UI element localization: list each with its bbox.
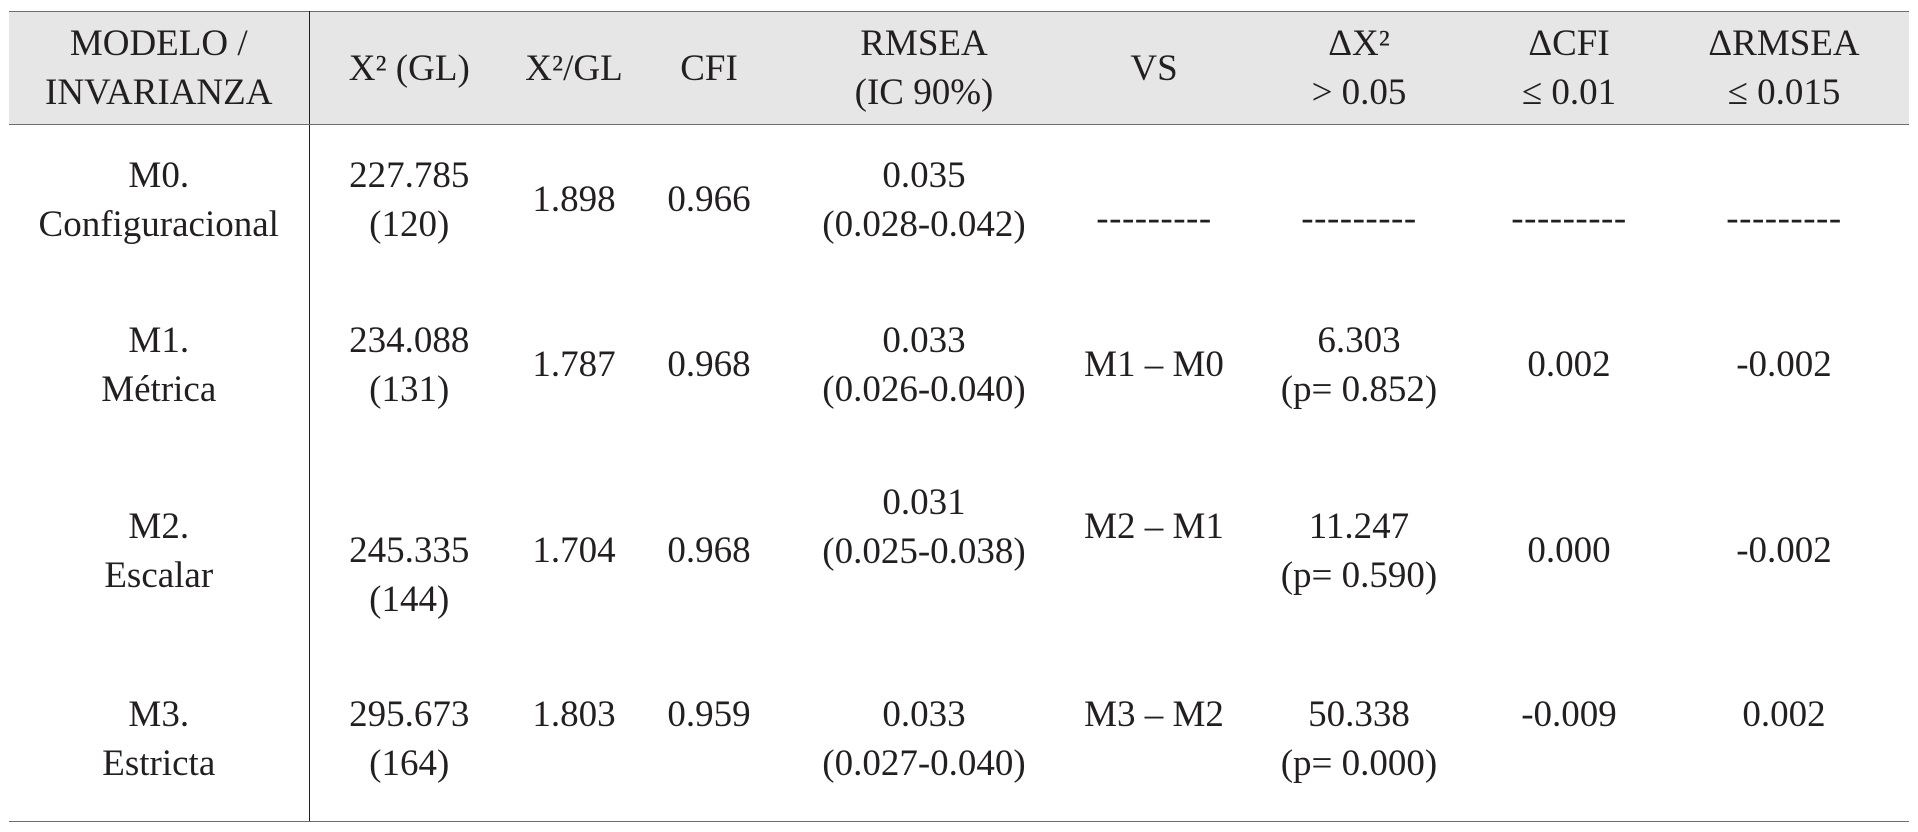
header-chi-square-ratio: X²/GL xyxy=(509,11,639,125)
delta-rmsea-cell: -0.002 xyxy=(1736,344,1832,385)
model-name: Escalar xyxy=(104,554,214,596)
chi-square-cell: 295.673 (164) xyxy=(309,656,509,822)
cfi-cell: 0.968 xyxy=(667,344,751,385)
model-code: M3. xyxy=(128,693,190,735)
table-row: M1. Métrica 234.088 (131) 1.787 0.968 0.… xyxy=(9,284,1909,445)
chi-square-df: (164) xyxy=(369,742,450,784)
chi-square-ratio-cell: 1.803 xyxy=(509,656,639,822)
invariance-table: MODELO / INVARIANZA X² (GL) X²/GL CFI RM… xyxy=(9,11,1909,822)
chi-square-df: (144) xyxy=(369,578,450,620)
chi-square-ratio-cell: 1.898 xyxy=(532,179,616,221)
header-label: ΔCFI xyxy=(1528,23,1610,64)
model-code: M1. xyxy=(128,319,190,361)
delta-rmsea-cell: 0.002 xyxy=(1659,656,1909,822)
rmsea-cell: 0.033 (0.027-0.040) xyxy=(779,656,1069,822)
chi-square-cell: 245.335 (144) xyxy=(309,445,509,657)
chi-square-value: 227.785 xyxy=(349,154,470,196)
chi-square-df: (131) xyxy=(369,368,450,410)
header-delta-rmsea: ΔRMSEA ≤ 0.015 xyxy=(1659,11,1909,125)
rmsea-value: 0.035 xyxy=(882,154,966,196)
delta-cfi-cell: --------- xyxy=(1511,198,1627,240)
cfi-cell: 0.966 xyxy=(667,179,751,221)
table-body: M0. Configuracional 227.785 (120) 1.898 … xyxy=(9,124,1909,822)
delta-chi-square-value: 6.303 xyxy=(1317,319,1401,361)
chi-square-value: 295.673 xyxy=(349,693,470,735)
delta-chi-square-cell: 11.247 (p= 0.590) xyxy=(1239,445,1479,657)
header-label: ≤ 0.01 xyxy=(1521,72,1617,113)
cfi-cell: 0.959 xyxy=(639,656,779,822)
model-name: Estricta xyxy=(102,742,216,784)
rmsea-ci: (0.025-0.038) xyxy=(822,530,1026,572)
header-label: MODELO / xyxy=(69,23,248,64)
chi-square-value: 245.335 xyxy=(349,529,470,571)
model-code: M2. xyxy=(128,505,190,547)
model-cell: M3. Estricta xyxy=(9,656,310,822)
delta-cfi-cell: 0.002 xyxy=(1527,344,1611,385)
vs-cell: M1 – M0 xyxy=(1084,344,1224,385)
model-cell: M1. Métrica xyxy=(9,284,310,445)
rmsea-ci: (0.028-0.042) xyxy=(822,203,1026,245)
rmsea-value: 0.033 xyxy=(882,319,966,361)
rmsea-ci: (0.026-0.040) xyxy=(822,368,1026,410)
rmsea-cell: 0.035 (0.028-0.042) xyxy=(779,125,1069,285)
delta-cfi-cell: -0.009 xyxy=(1479,656,1659,822)
invariance-table-container: MODELO / INVARIANZA X² (GL) X²/GL CFI RM… xyxy=(9,11,1909,822)
chi-square-ratio-cell: 1.704 xyxy=(532,530,616,571)
rmsea-cell: 0.031 (0.025-0.038) xyxy=(779,445,1069,657)
header-label: RMSEA xyxy=(860,23,988,64)
rmsea-cell: 0.033 (0.026-0.040) xyxy=(779,285,1069,445)
header-label: (IC 90%) xyxy=(854,72,994,113)
delta-chi-square-p: (p= 0.852) xyxy=(1280,368,1438,410)
header-delta-cfi: ΔCFI ≤ 0.01 xyxy=(1479,11,1659,125)
table-header: MODELO / INVARIANZA X² (GL) X²/GL CFI RM… xyxy=(9,11,1909,125)
header-label: ΔX² xyxy=(1328,23,1390,64)
model-name: Configuracional xyxy=(38,203,279,245)
model-code: M0. xyxy=(128,154,190,196)
vs-cell: M3 – M2 xyxy=(1069,656,1239,822)
delta-rmsea-cell: --------- xyxy=(1726,198,1842,240)
header-rmsea: RMSEA (IC 90%) xyxy=(779,11,1069,125)
cfi-cell: 0.968 xyxy=(667,530,751,571)
delta-chi-square-cell: --------- xyxy=(1301,198,1417,240)
table-row: M3. Estricta 295.673 (164) 1.803 0.959 0… xyxy=(9,656,1909,822)
delta-chi-square-p: (p= 0.590) xyxy=(1280,554,1438,596)
rmsea-value: 0.031 xyxy=(882,481,966,523)
delta-chi-square-cell: 50.338 (p= 0.000) xyxy=(1239,656,1479,822)
header-chi-square-gl: X² (GL) xyxy=(309,11,509,125)
header-vs: VS xyxy=(1069,11,1239,125)
delta-chi-square-cell: 6.303 (p= 0.852) xyxy=(1239,285,1479,445)
delta-chi-square-value: 11.247 xyxy=(1308,505,1410,547)
header-label: INVARIANZA xyxy=(45,72,273,113)
delta-cfi-cell: 0.000 xyxy=(1527,530,1611,571)
vs-cell: --------- xyxy=(1096,198,1212,240)
chi-square-cell: 227.785 (120) xyxy=(309,125,509,285)
table-row: M0. Configuracional 227.785 (120) 1.898 … xyxy=(9,124,1909,285)
chi-square-cell: 234.088 (131) xyxy=(309,285,509,445)
header-delta-chi-square: ΔX² > 0.05 xyxy=(1239,11,1479,125)
table-row: M2. Escalar 245.335 (144) 1.704 0.968 0.… xyxy=(9,444,1909,657)
header-label: ≤ 0.015 xyxy=(1727,72,1841,113)
delta-chi-square-p: (p= 0.000) xyxy=(1280,742,1438,784)
model-cell: M0. Configuracional xyxy=(9,124,310,285)
chi-square-df: (120) xyxy=(369,203,450,245)
header-modelo-invarianza: MODELO / INVARIANZA xyxy=(9,11,310,125)
delta-chi-square-value: 50.338 xyxy=(1308,693,1410,735)
chi-square-value: 234.088 xyxy=(349,319,470,361)
header-label: ΔRMSEA xyxy=(1708,23,1860,64)
header-cfi: CFI xyxy=(639,11,779,125)
header-row: MODELO / INVARIANZA X² (GL) X²/GL CFI RM… xyxy=(9,11,1909,125)
model-cell: M2. Escalar xyxy=(9,444,310,657)
rmsea-value: 0.033 xyxy=(882,693,966,735)
delta-rmsea-cell: -0.002 xyxy=(1736,530,1832,571)
rmsea-ci: (0.027-0.040) xyxy=(822,742,1026,784)
vs-cell: M2 – M1 xyxy=(1084,506,1224,547)
header-label: > 0.05 xyxy=(1311,72,1407,113)
chi-square-ratio-cell: 1.787 xyxy=(532,344,616,385)
model-name: Métrica xyxy=(101,368,217,410)
